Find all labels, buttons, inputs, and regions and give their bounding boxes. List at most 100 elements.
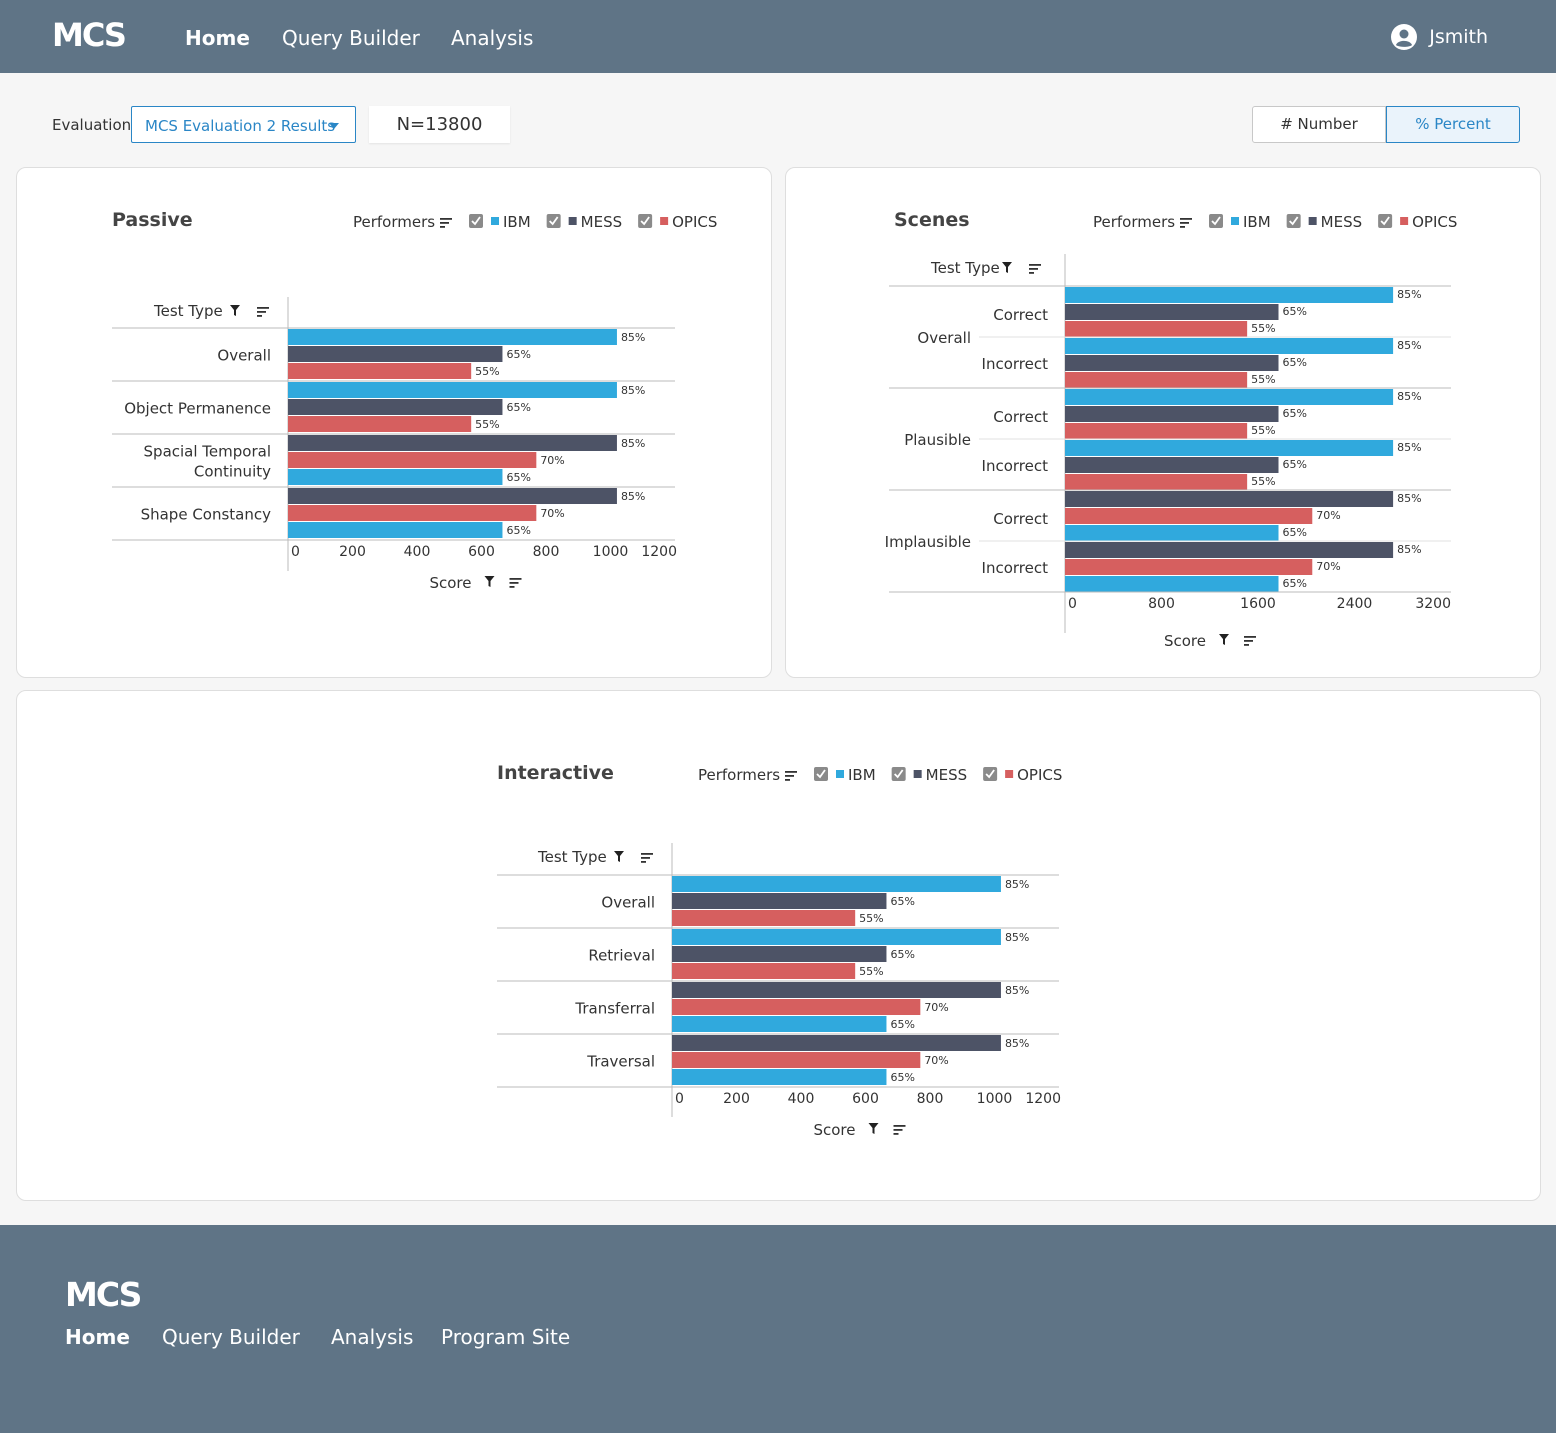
interactive-bar-opics[interactable] [672,1052,921,1068]
scenes-x-axis-title: Score [1164,632,1206,650]
passive-test-type-sort-icon[interactable] [257,307,269,317]
scenes-bar-opics[interactable] [1065,372,1248,388]
checkbox-icon[interactable] [1209,214,1223,228]
interactive-bar-ibm[interactable] [672,1069,887,1085]
scenes-test-type-filter-icon[interactable] [1002,262,1012,273]
passive-legend-item-mess[interactable]: MESS [546,213,622,231]
scenes-legend-item-ibm[interactable]: IBM [1209,213,1271,231]
interactive-category-label: Overall [601,894,655,912]
passive-bar-ibm[interactable] [288,522,503,538]
interactive-test-type-filter-icon[interactable] [614,851,624,862]
user-menu[interactable]: Jsmith [1391,24,1488,50]
scenes-bar-ibm[interactable] [1065,440,1394,456]
interactive-test-type-sort-icon[interactable] [641,853,653,863]
checkbox-icon[interactable] [891,767,906,781]
scenes-bar-opics[interactable] [1065,423,1248,439]
scenes-bar-ibm[interactable] [1065,287,1394,303]
scenes-bar-opics[interactable] [1065,559,1313,575]
scenes-bar-mess[interactable] [1065,304,1279,320]
checkbox-icon[interactable] [983,767,998,781]
passive-data-label: 85% [621,384,645,397]
scenes-score-filter-icon[interactable] [1219,634,1229,645]
passive-bar-ibm[interactable] [288,382,617,398]
footer-query-builder-link[interactable]: Query Builder [162,1325,300,1349]
scenes-bar-ibm[interactable] [1065,525,1279,541]
nav-home-link[interactable]: Home [185,26,250,50]
scenes-legend-item-mess[interactable]: MESS [1286,213,1362,231]
interactive-bar-ibm[interactable] [672,929,1001,945]
passive-data-label: 65% [506,524,530,537]
scenes-legend-sort-icon[interactable] [1180,218,1192,228]
scenes-bar-mess[interactable] [1065,355,1279,371]
passive-bar-opics[interactable] [288,416,472,432]
scenes-bar-opics[interactable] [1065,474,1248,490]
passive-bar-opics[interactable] [288,363,472,379]
nav-analysis-link[interactable]: Analysis [451,26,534,50]
passive-score-filter-icon[interactable] [484,576,495,587]
scenes-bar-mess[interactable] [1065,406,1279,422]
interactive-legend-item-mess[interactable]: MESS [891,766,967,784]
scenes-bar-opics[interactable] [1065,508,1313,524]
checkbox-icon[interactable] [814,767,828,781]
checkbox-icon[interactable] [469,214,483,228]
scenes-bar-mess[interactable] [1065,542,1394,558]
scenes-subcategory-label: Correct [993,510,1048,528]
scenes-data-label: 70% [1316,560,1340,573]
interactive-score-sort-icon[interactable] [893,1125,906,1135]
passive-bar-ibm[interactable] [288,469,503,485]
scenes-bar-mess[interactable] [1065,457,1279,473]
evaluation-dropdown[interactable]: MCS Evaluation 2 Results [131,106,356,143]
interactive-legend-item-ibm[interactable]: IBM [814,766,876,784]
scenes-bar-mess[interactable] [1065,491,1394,507]
passive-test-type-filter-icon[interactable] [230,305,240,316]
scenes-legend-item-opics[interactable]: OPICS [1378,213,1457,231]
passive-bar-mess[interactable] [288,346,503,362]
passive-score-sort-icon[interactable] [509,578,522,588]
interactive-bar-opics[interactable] [672,999,921,1015]
checkbox-icon[interactable] [1378,214,1393,228]
scenes-bar-opics[interactable] [1065,321,1248,337]
checkbox-icon[interactable] [1286,214,1301,228]
passive-bar-mess[interactable] [288,399,503,415]
scenes-test-type-sort-icon[interactable] [1029,264,1041,274]
interactive-bar-mess[interactable] [672,946,887,962]
passive-legend-item-opics[interactable]: OPICS [638,213,717,231]
footer-analysis-link[interactable]: Analysis [331,1325,414,1349]
footer-program-site-link[interactable]: Program Site [441,1325,571,1349]
scenes-bar-ibm[interactable] [1065,389,1394,405]
checkbox-icon[interactable] [638,214,653,228]
passive-bar-mess[interactable] [288,435,617,451]
nav-query-builder-link[interactable]: Query Builder [282,26,420,50]
interactive-bar-opics[interactable] [672,910,856,926]
scenes-bar-ibm[interactable] [1065,576,1279,592]
footer-mcs-logo[interactable]: MCS [65,1275,142,1314]
scenes-category-header: Test Type [930,259,1000,277]
passive-bar-ibm[interactable] [288,329,617,345]
footer-home-link[interactable]: Home [65,1325,130,1349]
passive-legend-sort-icon[interactable] [440,218,452,228]
interactive-score-filter-icon[interactable] [868,1123,879,1134]
percent-toggle-button[interactable]: % Percent [1386,106,1520,143]
mcs-logo[interactable]: MCS [52,16,127,54]
number-toggle-button[interactable]: # Number [1252,106,1386,143]
interactive-chart-title: Interactive [497,762,614,784]
interactive-bar-ibm[interactable] [672,876,1001,892]
scenes-bar-ibm[interactable] [1065,338,1394,354]
passive-bar-mess[interactable] [288,488,617,504]
legend-swatch [913,770,922,778]
checkbox-icon[interactable] [546,214,561,228]
interactive-bar-ibm[interactable] [672,1016,887,1032]
interactive-bar-mess[interactable] [672,893,887,909]
passive-data-label: 55% [475,418,499,431]
scenes-score-sort-icon[interactable] [1244,636,1256,646]
interactive-legend-sort-icon[interactable] [785,771,797,781]
legend-item-label: MESS [581,213,622,231]
interactive-bar-mess[interactable] [672,1035,1001,1051]
passive-bar-opics[interactable] [288,505,537,521]
interactive-bar-opics[interactable] [672,963,856,979]
interactive-bar-mess[interactable] [672,982,1001,998]
interactive-chart-card: Interactive Performers IBM MESS OPICS Test Ty… [16,690,1541,1201]
passive-bar-opics[interactable] [288,452,537,468]
interactive-legend-item-opics[interactable]: OPICS [983,766,1062,784]
passive-legend-item-ibm[interactable]: IBM [469,213,531,231]
